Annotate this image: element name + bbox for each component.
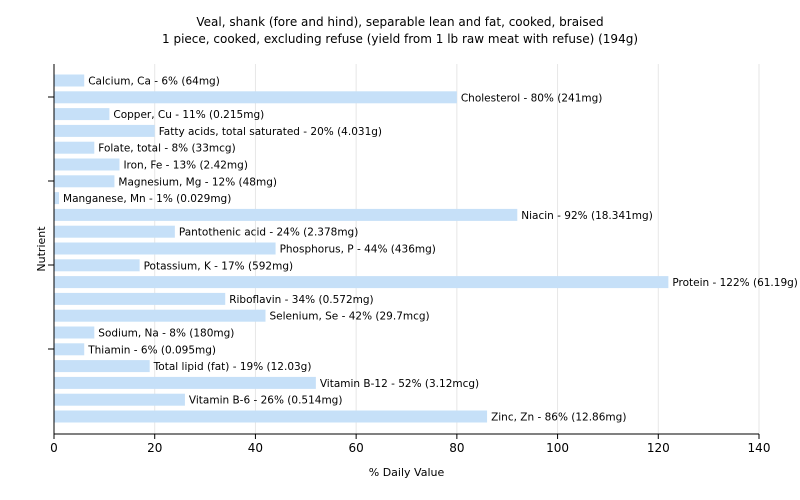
x-tick-label-2: 40 bbox=[248, 441, 263, 455]
bar-label-17: Total lipid (fat) - 19% (12.03g) bbox=[153, 361, 312, 373]
bar-0 bbox=[54, 74, 85, 87]
grid-lines bbox=[154, 64, 760, 434]
bar-label-1: Cholesterol - 80% (241mg) bbox=[461, 92, 603, 104]
bar-label-20: Zinc, Zn - 86% (12.86mg) bbox=[491, 412, 626, 424]
x-tick-label-1: 20 bbox=[147, 441, 162, 455]
x-tick-label-6: 120 bbox=[647, 441, 670, 455]
bar-label-7: Manganese, Mn - 1% (0.029mg) bbox=[63, 193, 231, 205]
bar-14 bbox=[54, 309, 266, 322]
chart-title: Veal, shank (fore and hind), separable l… bbox=[196, 15, 604, 29]
bar-16 bbox=[54, 343, 85, 356]
bar-4 bbox=[54, 141, 95, 154]
bar-12 bbox=[54, 276, 669, 289]
bar-label-12: Protein - 122% (61.19g) bbox=[672, 277, 798, 289]
x-tick-label-0: 0 bbox=[50, 441, 58, 455]
bar-11 bbox=[54, 259, 140, 272]
chart-subtitle: 1 piece, cooked, excluding refuse (yield… bbox=[162, 32, 638, 46]
bar-label-5: Iron, Fe - 13% (2.42mg) bbox=[123, 160, 247, 172]
bar-label-9: Pantothenic acid - 24% (2.378mg) bbox=[179, 227, 358, 239]
bar-label-14: Selenium, Se - 42% (29.7mcg) bbox=[270, 311, 430, 323]
bar-label-6: Magnesium, Mg - 12% (48mg) bbox=[118, 176, 277, 188]
bar-label-3: Fatty acids, total saturated - 20% (4.03… bbox=[159, 126, 382, 138]
bar-20 bbox=[54, 410, 488, 423]
bar-18 bbox=[54, 376, 316, 389]
bar-label-10: Phosphorus, P - 44% (436mg) bbox=[280, 244, 436, 256]
bar-6 bbox=[54, 175, 115, 188]
bar-label-15: Sodium, Na - 8% (180mg) bbox=[98, 328, 234, 340]
x-tick-label-3: 60 bbox=[349, 441, 364, 455]
bar-17 bbox=[54, 360, 150, 373]
x-axis-title: % Daily Value bbox=[369, 466, 445, 479]
bar-19 bbox=[54, 393, 185, 406]
bar-7 bbox=[54, 192, 60, 205]
bar-5 bbox=[54, 158, 120, 171]
x-tick-label-5: 100 bbox=[546, 441, 569, 455]
bar-label-8: Niacin - 92% (18.341mg) bbox=[521, 210, 653, 222]
bar-label-16: Thiamin - 6% (0.095mg) bbox=[87, 344, 216, 356]
bar-label-13: Riboflavin - 34% (0.572mg) bbox=[229, 294, 373, 306]
y-axis-title: Nutrient bbox=[35, 226, 48, 272]
bars: Calcium, Ca - 6% (64mg) Cholesterol - 80%… bbox=[54, 74, 798, 424]
bar-label-11: Potassium, K - 17% (592mg) bbox=[144, 260, 294, 272]
bar-label-19: Vitamin B-6 - 26% (0.514mg) bbox=[189, 395, 343, 407]
bar-2 bbox=[54, 108, 110, 121]
axes: 0 20 40 60 80 100 120 140 bbox=[48, 64, 770, 455]
bar-label-2: Copper, Cu - 11% (0.215mg) bbox=[113, 109, 264, 121]
bar-10 bbox=[54, 242, 276, 255]
x-tick-label-7: 140 bbox=[748, 441, 771, 455]
bar-label-0: Calcium, Ca - 6% (64mg) bbox=[88, 76, 220, 88]
bar-8 bbox=[54, 208, 518, 221]
bar-label-4: Folate, total - 8% (33mcg) bbox=[98, 143, 235, 155]
x-tick-label-4: 80 bbox=[449, 441, 464, 455]
bar-9 bbox=[54, 225, 175, 238]
bar-15 bbox=[54, 326, 95, 339]
bar-13 bbox=[54, 292, 226, 305]
bar-1 bbox=[54, 91, 457, 104]
bar-3 bbox=[54, 124, 155, 137]
bar-label-18: Vitamin B-12 - 52% (3.12mcg) bbox=[320, 378, 479, 390]
